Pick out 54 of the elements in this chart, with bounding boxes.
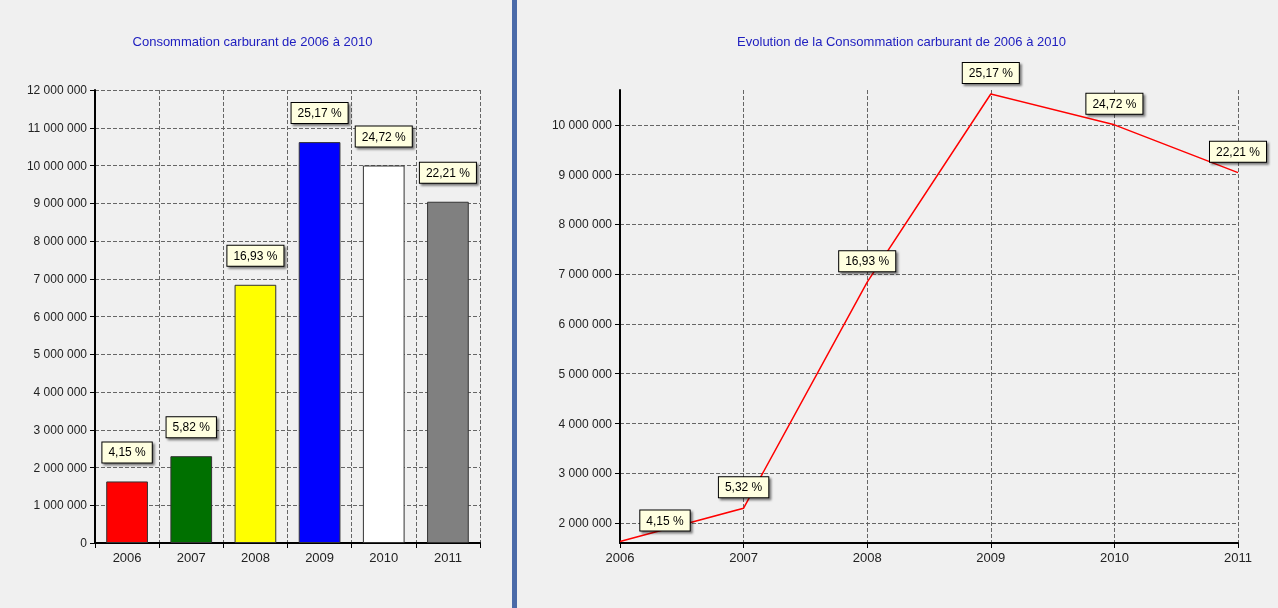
x-tick-label: 2011 <box>433 550 462 565</box>
x-tick-label: 2008 <box>852 550 882 565</box>
annotation: 25,17 % <box>297 106 342 121</box>
y-tick-label: 1 000 000 <box>33 498 88 513</box>
x-tick-label: 2009 <box>976 550 1006 565</box>
annotation: 5,32 % <box>724 480 763 495</box>
y-tick-label: 7 000 000 <box>558 267 613 282</box>
annotation: 24,72 % <box>1092 96 1137 111</box>
x-tick-label: 2007 <box>176 550 206 565</box>
y-tick-label: 8 000 000 <box>33 234 88 248</box>
bar <box>234 284 277 543</box>
annotation: 4,15 % <box>108 445 147 460</box>
y-tick-label: 9 000 000 <box>33 196 88 211</box>
y-tick-label: 4 000 000 <box>33 385 88 399</box>
y-tick-label: 0 <box>80 536 88 550</box>
annotation: 5,82 % <box>172 420 211 435</box>
y-tick-label: 11 000 000 <box>27 120 88 135</box>
y-tick-label: 6 000 000 <box>33 309 88 324</box>
chart-title: Evolution de la Consommation carburant de 2006 à 2010 <box>737 34 1066 49</box>
y-tick-label: 2 000 000 <box>558 516 613 531</box>
annotation: 22,21 % <box>425 165 471 180</box>
x-tick-label: 2010 <box>1099 550 1129 565</box>
y-tick-label: 5 000 000 <box>33 347 88 362</box>
bar <box>106 481 148 543</box>
y-tick-label: 8 000 000 <box>558 217 613 232</box>
y-tick-label: 9 000 000 <box>558 167 613 182</box>
annotation: 16,93 % <box>233 248 278 263</box>
chart-title: Consommation carburant de 2006 à 2010 <box>132 34 373 49</box>
annotation: 4,15 % <box>646 513 685 528</box>
bar <box>362 165 405 543</box>
annotation: 22,21 % <box>1215 144 1261 159</box>
annotation: 24,72 % <box>361 129 407 144</box>
y-tick-label: 2 000 000 <box>33 460 88 475</box>
x-tick-label: 2008 <box>240 550 270 565</box>
x-tick-label: 2010 <box>369 550 399 565</box>
y-tick-label: 3 000 000 <box>558 466 613 481</box>
x-tick-label: 2006 <box>605 550 635 565</box>
annotation: 25,17 % <box>968 65 1014 80</box>
y-tick-label: 12 000 000 <box>26 83 88 97</box>
x-tick-label: 2007 <box>729 550 759 565</box>
y-tick-label: 10 000 000 <box>551 117 613 132</box>
annotation: 16,93 % <box>845 254 890 269</box>
y-tick-label: 4 000 000 <box>558 416 613 431</box>
bar <box>170 456 213 543</box>
bar <box>298 142 341 543</box>
x-tick-label: 2009 <box>305 550 335 565</box>
y-tick-label: 10 000 000 <box>26 158 88 173</box>
x-tick-label: 2011 <box>1224 550 1252 565</box>
bar <box>427 201 469 543</box>
y-tick-label: 7 000 000 <box>33 271 88 286</box>
x-tick-label: 2006 <box>112 550 142 565</box>
y-tick-label: 6 000 000 <box>558 316 613 331</box>
y-tick-label: 5 000 000 <box>558 366 613 381</box>
y-tick-label: 3 000 000 <box>33 422 88 437</box>
